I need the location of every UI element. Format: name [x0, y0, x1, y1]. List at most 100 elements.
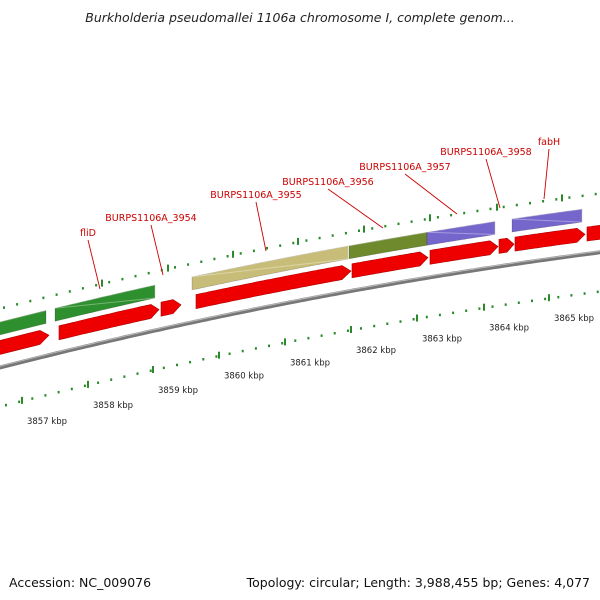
backbone-highlight [0, 250, 600, 367]
scale-minor-tick [425, 315, 428, 319]
feature-band[interactable] [511, 208, 583, 233]
feature-band-shine [511, 208, 583, 223]
track-minor-tick [95, 284, 98, 287]
cds-arrow[interactable] [160, 299, 182, 317]
genome-summary-text: Topology: circular; Length: 3,988,455 bp… [246, 575, 590, 590]
track-minor-tick [55, 293, 58, 296]
gene-label-leader [327, 188, 384, 229]
feature-band[interactable] [54, 284, 156, 322]
feature-band-shine [54, 284, 156, 309]
feature-band-shine [426, 220, 496, 236]
gene-label-leader [543, 148, 550, 200]
map-title: Burkholderia pseudomallei 1106a chromoso… [85, 10, 515, 25]
track-minor-tick [450, 213, 453, 217]
scale-minor-tick [202, 358, 205, 361]
track-minor-tick [555, 198, 558, 201]
scale-minor-tick [531, 299, 533, 303]
scale-minor-tick [123, 375, 126, 378]
gene-label-leader [87, 239, 101, 290]
scale-major-tick [548, 294, 550, 302]
scale-major-tick [350, 326, 352, 333]
scale-minor-tick [491, 305, 494, 308]
track-minor-tick [3, 306, 5, 309]
track-minor-tick [147, 271, 150, 275]
cds-arrow[interactable] [195, 265, 352, 309]
scale-minor-tick [360, 327, 362, 330]
scale-minor-tick [281, 342, 284, 345]
track-major-tick [363, 225, 365, 233]
feature-tick-track [3, 192, 597, 309]
backbone-line [0, 250, 600, 370]
scale-label: 3864 kbp [489, 324, 529, 334]
cds-arrow[interactable] [586, 224, 600, 242]
cds-arrow[interactable] [351, 251, 429, 279]
gene-label[interactable]: fabH [538, 137, 560, 148]
scale-major-tick [218, 351, 220, 359]
scale-minor-tick [333, 332, 336, 335]
gene-label[interactable]: BURPS1106A_3956 [282, 177, 373, 188]
feature-band[interactable] [426, 221, 496, 246]
cds-arrow[interactable] [514, 227, 586, 252]
track-minor-tick [305, 239, 308, 242]
track-minor-tick [239, 252, 242, 255]
scale-minor-tick [149, 369, 152, 372]
scale-minor-tick [478, 307, 481, 310]
cds-arrow[interactable] [498, 237, 515, 254]
scale-minor-tick [268, 344, 270, 348]
scale-minor-tick [320, 334, 323, 337]
cds-arrow[interactable] [429, 240, 499, 265]
scale-minor-tick [176, 363, 178, 367]
gene-labels: fliD BURPS1106A_3954 BURPS1106A_3955 BURPS1… [80, 137, 560, 290]
track-minor-tick [423, 218, 426, 221]
scale-minor-tick [412, 318, 415, 321]
cds-arrow[interactable] [58, 304, 160, 341]
track-minor-tick [344, 231, 347, 235]
cds-track [0, 224, 600, 357]
scale-major-tick [152, 366, 154, 373]
accession-text: Accession: NC_009076 [9, 575, 152, 590]
gene-label-leader [485, 158, 501, 209]
track-major-tick [167, 264, 169, 272]
track-minor-tick [529, 201, 531, 205]
track-minor-tick [397, 222, 400, 226]
track-minor-tick [29, 299, 32, 303]
scale-minor-tick [241, 349, 244, 353]
scale-label: 3861 kbp [290, 358, 330, 368]
scale-minor-tick [83, 384, 86, 388]
track-minor-tick [410, 220, 413, 223]
scale-label: 3858 kbp [93, 401, 133, 411]
track-minor-tick [134, 274, 137, 278]
scale-minor-tick [438, 313, 441, 317]
gene-label[interactable]: fliD [80, 228, 96, 239]
scale-minor-tick [399, 320, 402, 323]
track-minor-tick [318, 236, 321, 240]
track-minor-tick [371, 227, 374, 230]
scale-label: 3863 kbp [422, 335, 462, 345]
feature-band-shine [0, 310, 47, 323]
gene-label[interactable]: BURPS1106A_3954 [105, 213, 196, 224]
scale-minor-tick [18, 400, 21, 404]
scale-minor-tick [228, 352, 231, 355]
scale-minor-tick [162, 366, 165, 370]
track-minor-tick [502, 205, 505, 209]
scale-label: 3862 kbp [356, 346, 396, 356]
feature-band-shine [348, 231, 428, 247]
gene-label[interactable]: BURPS1106A_3958 [440, 147, 531, 158]
scale-label: 3857 kbp [27, 417, 67, 427]
feature-band[interactable] [0, 310, 47, 338]
track-major-tick [297, 237, 299, 245]
track-minor-tick [226, 255, 229, 258]
feature-band[interactable] [191, 245, 349, 291]
scale-minor-tick [294, 339, 297, 342]
scale-label: 3860 kbp [224, 372, 264, 382]
track-minor-tick [81, 287, 84, 290]
gene-label[interactable]: BURPS1106A_3955 [210, 190, 301, 201]
track-major-tick [429, 214, 431, 222]
track-minor-tick [476, 209, 479, 213]
track-minor-tick [542, 200, 545, 203]
scale-minor-tick [97, 381, 100, 384]
gene-label[interactable]: BURPS1106A_3957 [359, 162, 450, 173]
cds-arrow[interactable] [0, 330, 50, 357]
track-minor-tick [16, 303, 19, 306]
